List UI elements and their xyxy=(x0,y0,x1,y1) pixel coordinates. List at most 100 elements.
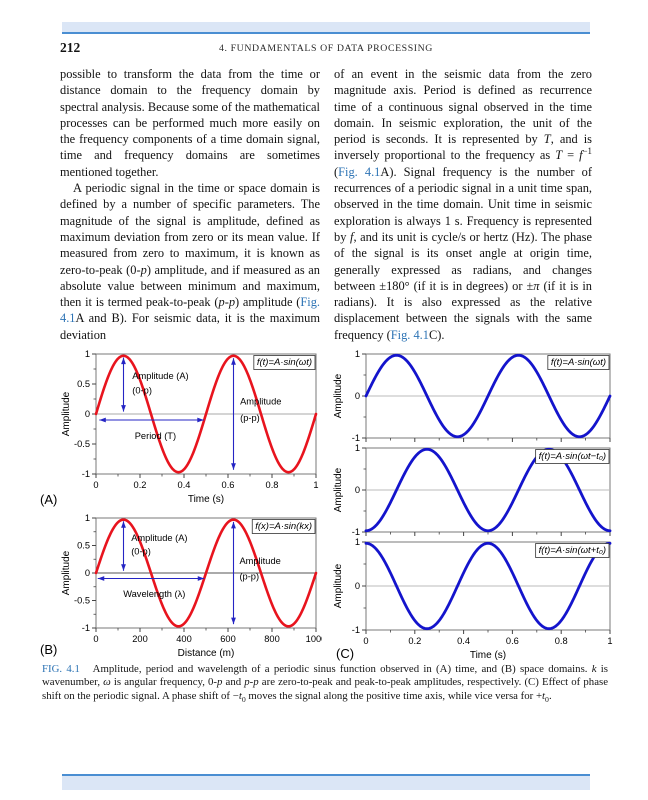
text-segment: are zero-to-peak and peak-to-peak amplit… xyxy=(42,676,608,702)
svg-text:0: 0 xyxy=(355,485,360,495)
page-number: 212 xyxy=(60,40,81,55)
text-segment: C). xyxy=(428,327,445,342)
svg-text:Time (s): Time (s) xyxy=(188,494,224,505)
figure-caption: FIG. 4.1 Amplitude, period and wavelengt… xyxy=(42,663,608,703)
panel-c-label: (C) xyxy=(336,646,355,661)
text-segment: p xyxy=(140,262,147,277)
text-segment: . xyxy=(548,689,552,702)
svg-text:0.5: 0.5 xyxy=(77,379,90,389)
figure-link[interactable]: FIG. 4.1 xyxy=(42,663,80,675)
svg-text:200: 200 xyxy=(132,634,148,644)
svg-text:-1: -1 xyxy=(352,527,360,537)
text-segment: T xyxy=(543,132,551,147)
svg-text:Amplitude: Amplitude xyxy=(333,373,344,418)
text-segment: of an event in the seismic data from the… xyxy=(334,67,592,147)
svg-text:0.2: 0.2 xyxy=(134,480,147,490)
svg-text:Amplitude: Amplitude xyxy=(240,396,281,406)
text-segment: possible to transform the data from the … xyxy=(60,67,320,179)
panel-a-label: (A) xyxy=(40,492,58,507)
text-segment: A). Signal frequency is the number of re… xyxy=(334,164,592,244)
text-segment: −1 xyxy=(582,146,592,157)
text-segment: = xyxy=(562,148,580,163)
text-segment: ω xyxy=(103,676,111,689)
svg-text:f(t)=A·sin(ωt): f(t)=A·sin(ωt) xyxy=(551,357,606,368)
svg-text:1: 1 xyxy=(355,444,360,453)
svg-text:0: 0 xyxy=(363,636,368,646)
plot-a-time-domain: 0 0.2 0.4 0.6 0.8 1 1 0.5 0 -0.5 -1 Time (s) Amplitu… xyxy=(60,344,322,510)
svg-text:0.8: 0.8 xyxy=(555,636,568,646)
svg-text:Period (T): Period (T) xyxy=(135,431,176,441)
svg-text:-1: -1 xyxy=(352,433,360,443)
plot-b-space-domain: 0 200 400 600 800 1000 1 0.5 0 -0.5 -1 Distance (m)… xyxy=(60,512,326,662)
svg-text:0: 0 xyxy=(355,581,360,591)
svg-text:Time (s): Time (s) xyxy=(470,650,506,661)
text-segment: p xyxy=(253,676,259,689)
figure-link[interactable]: Fig. 4.1 xyxy=(390,327,429,342)
svg-text:f(t)=A·sin(ωt+t₀): f(t)=A·sin(ωt+t₀) xyxy=(539,545,606,556)
text-segment: 0 xyxy=(545,694,549,704)
text-segment: p xyxy=(228,295,236,310)
svg-text:-1: -1 xyxy=(352,625,360,635)
plot-svg-C1: 1 0 -1 Amplitude f(t)=A·sin(ωt) xyxy=(333,349,612,443)
paragraph: possible to transform the data from the … xyxy=(60,66,320,180)
svg-text:Amplitude: Amplitude xyxy=(61,391,72,436)
plot-c3-plus-t0: 0 0.2 0.4 0.6 0.8 1 1 0 -1 Time (s) Amplitude f(t)=… xyxy=(332,537,618,662)
text-segment: p xyxy=(217,676,223,689)
svg-text:-1: -1 xyxy=(82,469,90,479)
text-segment: π xyxy=(533,278,540,293)
text-segment: (if it is in radians). It is also expres… xyxy=(334,278,592,342)
svg-text:1: 1 xyxy=(607,636,612,646)
text-segment: T xyxy=(555,148,563,163)
svg-text:600: 600 xyxy=(220,634,236,644)
page-top-highlight-bar xyxy=(62,22,590,34)
panel-b-label: (B) xyxy=(40,642,58,657)
text-segment: ) amplitude, and if measured as an absol… xyxy=(60,262,320,310)
plot-svg-A: 0 0.2 0.4 0.6 0.8 1 1 0.5 0 -0.5 -1 Time (s) Amplitu… xyxy=(61,349,319,505)
svg-text:0: 0 xyxy=(85,568,90,578)
text-segment: 0 xyxy=(241,694,246,704)
svg-text:Amplitude (A): Amplitude (A) xyxy=(131,533,187,543)
svg-text:0.4: 0.4 xyxy=(457,636,470,646)
svg-text:Amplitude: Amplitude xyxy=(333,563,344,608)
svg-text:Amplitude (A): Amplitude (A) xyxy=(132,371,188,381)
text-segment: k xyxy=(591,663,597,675)
svg-text:-0.5: -0.5 xyxy=(74,596,90,606)
figure-link[interactable]: Fig. 4.1 xyxy=(60,295,320,326)
text-segment: p xyxy=(244,676,250,689)
text-segment: ) amplitude ( xyxy=(235,295,301,310)
svg-text:Amplitude: Amplitude xyxy=(333,467,344,512)
svg-text:(p-p): (p-p) xyxy=(240,413,260,423)
svg-text:Amplitude: Amplitude xyxy=(239,556,280,566)
plot-c2-minus-t0: 1 0 -1 Amplitude f(t)=A·sin(ωt−t₀) xyxy=(332,443,618,538)
text-column-right: of an event in the seismic data from the… xyxy=(334,66,592,343)
page-bottom-highlight-bar xyxy=(62,774,590,790)
text-segment: f xyxy=(579,148,583,163)
text-segment: ( xyxy=(334,164,339,179)
text-segment: , and its unit is cycle/s or hertz (Hz).… xyxy=(334,229,592,293)
text-segment: and xyxy=(222,676,245,689)
svg-text:0.6: 0.6 xyxy=(222,480,235,490)
svg-text:-0.5: -0.5 xyxy=(74,439,90,449)
text-segment: f xyxy=(349,229,354,244)
plot-svg-C2: 1 0 -1 Amplitude f(t)=A·sin(ωt−t₀) xyxy=(333,443,612,537)
svg-text:f(t)=A·sin(ωt): f(t)=A·sin(ωt) xyxy=(257,357,312,368)
svg-text:(0-p): (0-p) xyxy=(131,546,151,556)
plot-svg-B: 0 200 400 600 800 1000 1 0.5 0 -0.5 -1 Distance (m)… xyxy=(61,513,326,659)
svg-text:0.5: 0.5 xyxy=(77,541,90,551)
text-segment: - xyxy=(224,295,229,310)
figure-link[interactable]: Fig. 4.1 xyxy=(338,164,381,179)
paragraph: A periodic signal in the time or space d… xyxy=(60,180,320,343)
svg-text:(p-p): (p-p) xyxy=(239,572,259,582)
text-segment: t xyxy=(238,689,242,702)
text-segment: t xyxy=(542,689,546,702)
svg-text:Wavelength (λ): Wavelength (λ) xyxy=(123,589,185,599)
svg-text:f(t)=A·sin(ωt−t₀): f(t)=A·sin(ωt−t₀) xyxy=(539,451,606,462)
svg-text:0: 0 xyxy=(85,409,90,419)
text-segment: Amplitude, period and wavelength of a pe… xyxy=(79,663,592,675)
text-segment: - xyxy=(249,676,254,689)
text-column-left: possible to transform the data from the … xyxy=(60,66,320,343)
text-segment: is angular frequency, 0- xyxy=(110,676,218,689)
text-segment: A periodic signal in the time or space d… xyxy=(60,181,320,277)
svg-text:1: 1 xyxy=(313,480,318,490)
